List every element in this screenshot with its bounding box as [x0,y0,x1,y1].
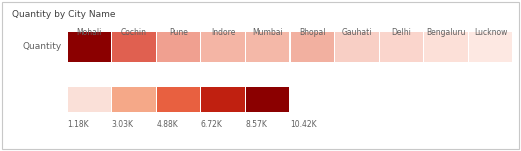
Text: Pune: Pune [169,28,188,37]
Text: 8.57K: 8.57K [245,120,267,129]
Bar [202,87,245,112]
Text: Lucknow: Lucknow [474,28,507,37]
Bar [469,32,512,62]
Bar [157,32,200,62]
Text: Delhi: Delhi [392,28,412,37]
Text: Mohali: Mohali [77,28,102,37]
Bar [380,32,423,62]
Text: 6.72K: 6.72K [201,120,222,129]
Bar [335,32,379,62]
Text: 3.03K: 3.03K [111,120,133,129]
Bar [68,32,111,62]
Text: Bhopal: Bhopal [299,28,326,37]
Bar [157,87,200,112]
Text: Mumbai: Mumbai [252,28,283,37]
Bar [68,87,111,112]
Bar [425,32,468,62]
Text: Quantity: Quantity [23,42,62,51]
Bar [112,32,156,62]
Text: 4.88K: 4.88K [156,120,178,129]
Bar [246,32,289,62]
Bar [202,32,245,62]
Text: Quantity by City Name: Quantity by City Name [12,10,116,19]
Text: Cochin: Cochin [121,28,147,37]
Bar [291,32,334,62]
Text: Bengaluru: Bengaluru [426,28,466,37]
Text: 1.18K: 1.18K [67,120,89,129]
Bar [246,87,289,112]
Text: Indore: Indore [211,28,235,37]
Text: 10.42K: 10.42K [290,120,317,129]
Bar [112,87,156,112]
Text: Gauhati: Gauhati [342,28,372,37]
